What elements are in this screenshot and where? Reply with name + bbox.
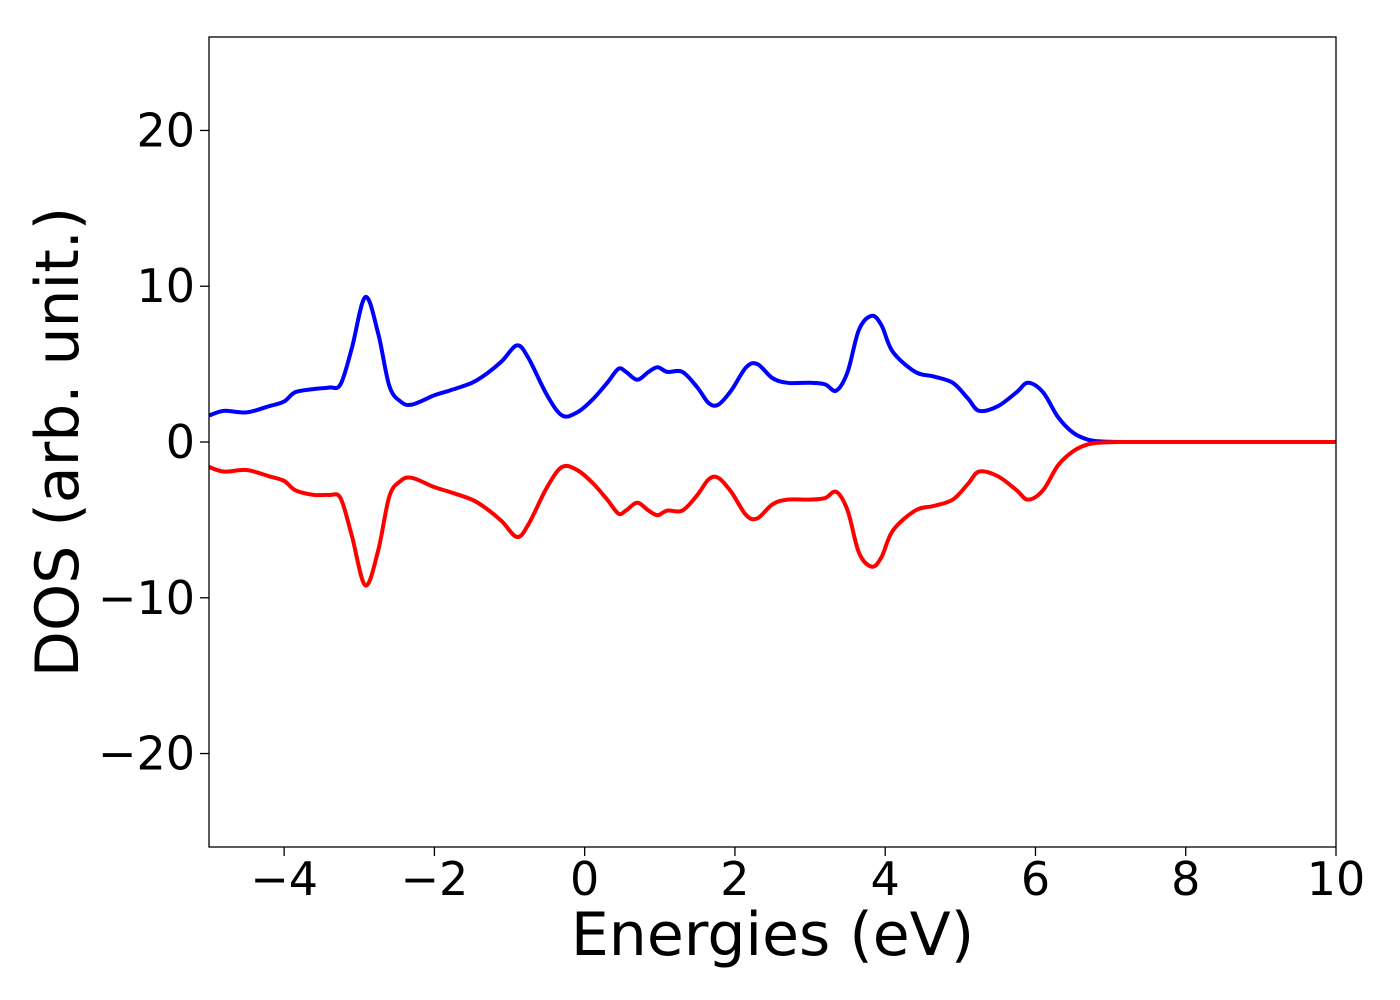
- y-tick-label: −10: [98, 571, 195, 625]
- x-tick-label: 10: [1307, 852, 1366, 906]
- x-tick-label: −4: [250, 852, 318, 906]
- x-tick-label: 6: [1021, 852, 1050, 906]
- x-tick-label: −2: [400, 852, 468, 906]
- series-line-2: [208, 439, 1336, 588]
- y-tick-label: 20: [136, 103, 195, 157]
- x-tick-label: 8: [1171, 852, 1200, 906]
- x-tick-label: 2: [720, 852, 749, 906]
- series-layer: [208, 295, 1336, 588]
- y-tick-label: 0: [166, 415, 195, 469]
- y-tick-label: −20: [98, 727, 195, 781]
- series-line-1: [208, 295, 1336, 445]
- x-tick-label: 0: [570, 852, 599, 906]
- x-tick-label: 4: [871, 852, 900, 906]
- y-axis-label: DOS (arb. unit.): [23, 207, 93, 677]
- y-tick-label: 10: [136, 259, 195, 313]
- x-axis-label: Energies (eV): [571, 900, 974, 970]
